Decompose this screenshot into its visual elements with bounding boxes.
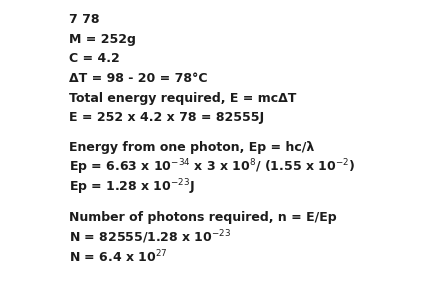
Text: Ep = 6.63 x 10$^{-34}$ x 3 x 10$^{8}$/ (1.55 x 10$^{-2}$): Ep = 6.63 x 10$^{-34}$ x 3 x 10$^{8}$/ (… (69, 158, 355, 177)
Text: Energy from one photon, Ep = hc/λ: Energy from one photon, Ep = hc/λ (69, 141, 314, 155)
Text: M = 252g: M = 252g (69, 33, 136, 46)
Text: Total energy required, E = mcΔT: Total energy required, E = mcΔT (69, 92, 296, 105)
Text: C = 4.2: C = 4.2 (69, 52, 119, 66)
Text: N = 6.4 x 10$^{27}$: N = 6.4 x 10$^{27}$ (69, 249, 167, 265)
Text: ΔT = 98 - 20 = 78°C: ΔT = 98 - 20 = 78°C (69, 72, 207, 85)
Text: E = 252 x 4.2 x 78 = 82555J: E = 252 x 4.2 x 78 = 82555J (69, 111, 264, 124)
Text: Ep = 1.28 x 10$^{-23}$J: Ep = 1.28 x 10$^{-23}$J (69, 178, 194, 197)
Text: 7 78: 7 78 (69, 13, 99, 26)
Text: Number of photons required, n = E/Ep: Number of photons required, n = E/Ep (69, 211, 337, 224)
Text: N = 82555/1.28 x 10$^{-23}$: N = 82555/1.28 x 10$^{-23}$ (69, 228, 231, 246)
